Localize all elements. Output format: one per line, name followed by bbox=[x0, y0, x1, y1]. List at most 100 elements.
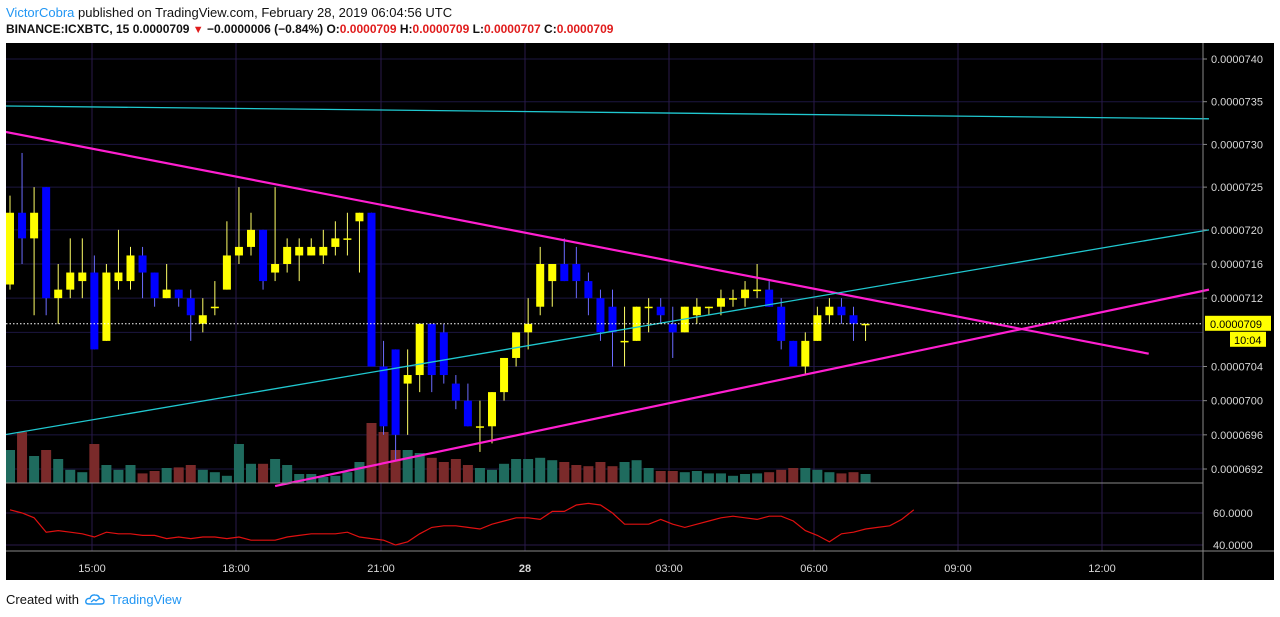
close-value: 0.0000709 bbox=[556, 22, 614, 36]
candle bbox=[668, 306, 677, 358]
high-value: 0.0000709 bbox=[412, 22, 470, 36]
candle-body bbox=[572, 264, 581, 282]
candle-body bbox=[861, 323, 870, 326]
candle-body bbox=[765, 289, 774, 307]
candle-body bbox=[30, 212, 39, 239]
candle bbox=[186, 289, 195, 341]
volume-bar bbox=[402, 450, 413, 483]
volume-bar bbox=[836, 473, 847, 483]
volume-bar bbox=[438, 462, 449, 483]
candle bbox=[488, 392, 496, 444]
volume-bar bbox=[860, 474, 871, 483]
candle bbox=[271, 187, 280, 282]
candle-body bbox=[451, 383, 460, 401]
time-tick-label: 21:00 bbox=[367, 563, 395, 575]
publish-info: VictorCobra published on TradingView.com… bbox=[6, 5, 452, 20]
time-tick-label: 18:00 bbox=[222, 563, 250, 575]
volume-bar bbox=[6, 450, 15, 483]
volume-bar bbox=[77, 472, 88, 483]
candle bbox=[379, 340, 388, 435]
open-value: 0.0000709 bbox=[339, 22, 397, 36]
candle bbox=[427, 323, 436, 393]
volume-bar bbox=[197, 469, 208, 483]
candle-body bbox=[42, 187, 51, 299]
candle bbox=[753, 264, 762, 299]
candle-body bbox=[18, 212, 27, 239]
candle-body bbox=[656, 306, 665, 316]
volume-bar bbox=[535, 457, 546, 483]
candle-body bbox=[234, 246, 243, 256]
candle-body bbox=[488, 392, 496, 427]
candle bbox=[415, 323, 424, 393]
volume-bar bbox=[221, 475, 232, 483]
rsi-tick-label: 40.0000 bbox=[1213, 540, 1253, 552]
candle bbox=[367, 212, 376, 367]
candle-body bbox=[415, 323, 424, 376]
candle bbox=[247, 212, 255, 256]
candle bbox=[234, 187, 243, 264]
author-link[interactable]: VictorCobra bbox=[6, 5, 75, 20]
candle-body bbox=[644, 306, 653, 309]
volume-bar bbox=[703, 473, 714, 483]
candle bbox=[825, 298, 834, 324]
candle bbox=[331, 221, 340, 256]
candle bbox=[500, 357, 509, 401]
time-tick-label: 15:00 bbox=[78, 563, 106, 575]
candle-body bbox=[6, 212, 14, 285]
price-change: −0.0000006 (−0.84%) bbox=[207, 22, 324, 36]
volume-bar bbox=[728, 475, 738, 483]
candle bbox=[90, 255, 99, 350]
candle bbox=[439, 323, 448, 384]
volume-bar bbox=[655, 471, 666, 483]
candle bbox=[54, 264, 63, 324]
volume-bar bbox=[426, 457, 437, 483]
volume-bar bbox=[282, 465, 293, 483]
volume-bar bbox=[462, 465, 473, 483]
candle-body bbox=[560, 264, 569, 282]
candle-body bbox=[271, 264, 280, 273]
volume-bar bbox=[414, 453, 425, 483]
volume-bar bbox=[270, 459, 281, 483]
candle bbox=[138, 246, 147, 299]
candle bbox=[295, 238, 304, 282]
descending-trendline bbox=[6, 130, 1149, 355]
volume-bar bbox=[667, 471, 678, 483]
candle-body bbox=[548, 264, 557, 282]
candle-body bbox=[102, 272, 111, 341]
countdown-label: 10:04 bbox=[1234, 335, 1262, 347]
candle-body bbox=[704, 306, 713, 309]
volume-bar bbox=[101, 465, 112, 483]
volume-bar bbox=[631, 460, 642, 483]
volume-bar bbox=[330, 475, 341, 483]
volume-bar bbox=[209, 472, 220, 483]
ascending-trendline bbox=[274, 288, 1210, 488]
candle bbox=[704, 306, 713, 316]
price-chart[interactable]: 0.0000740 0.0000735 0.0000730 0.0000725 0.00… bbox=[6, 43, 1274, 580]
candle bbox=[343, 212, 352, 256]
volume-bar bbox=[17, 432, 28, 483]
candle-body bbox=[247, 229, 255, 247]
price-tick-label: 0.0000725 bbox=[1211, 182, 1263, 194]
volume-bar bbox=[233, 444, 244, 483]
low-value: 0.0000707 bbox=[483, 22, 541, 36]
candle bbox=[837, 298, 846, 324]
volume-bar bbox=[523, 459, 534, 483]
candle-body bbox=[367, 212, 376, 367]
candle bbox=[620, 306, 629, 367]
volume-bar bbox=[318, 477, 329, 483]
candle bbox=[150, 272, 159, 307]
tradingview-link[interactable]: TradingView bbox=[110, 592, 182, 607]
candle bbox=[741, 281, 750, 307]
candle bbox=[42, 187, 51, 316]
low-label: L: bbox=[472, 22, 484, 36]
volume-bar bbox=[89, 444, 100, 483]
price-tick-label: 0.0000716 bbox=[1211, 259, 1263, 271]
candle-body bbox=[150, 272, 159, 299]
close-label: C: bbox=[544, 22, 557, 36]
price-tick-label: 0.0000735 bbox=[1211, 97, 1263, 109]
time-tick-label: 09:00 bbox=[944, 563, 972, 575]
time-tick-label: 28 bbox=[519, 563, 531, 575]
footer: Created with TradingView bbox=[6, 592, 182, 607]
candle bbox=[584, 272, 593, 316]
chart-axes: 0.0000740 0.0000735 0.0000730 0.0000725 0.00… bbox=[6, 43, 1274, 580]
